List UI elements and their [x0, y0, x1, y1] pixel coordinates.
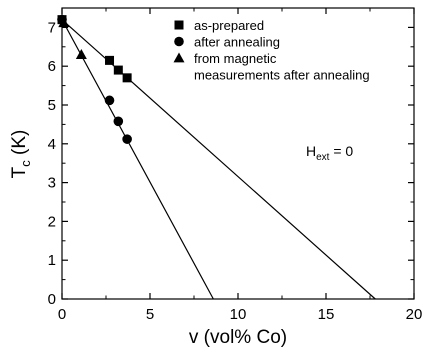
y-tick-label: 3 — [48, 175, 56, 192]
x-axis-title: v (vol% Co) — [189, 327, 287, 348]
legend-marker-triangle — [173, 52, 185, 63]
data-point-circle — [113, 116, 124, 127]
legend-label: as-prepared — [194, 18, 264, 33]
y-tick-label: 2 — [48, 213, 56, 230]
legend-label: after annealing — [194, 35, 280, 50]
y-axis-title-main: T — [9, 166, 30, 178]
data-point-triangle — [75, 49, 87, 59]
y-tick-label: 5 — [48, 97, 56, 114]
y-axis-title: Tc (K) — [9, 130, 33, 179]
legend-marker-circle — [174, 36, 184, 47]
data-point-circle — [122, 134, 132, 144]
data-point-square — [105, 55, 115, 65]
data-point-square — [122, 73, 132, 83]
data-markers — [57, 14, 132, 144]
x-axis-ticks: 0 5 10 15 20 — [58, 8, 423, 323]
field-annotation: Hext = 0 — [306, 143, 353, 163]
annotation-sub: ext — [316, 152, 330, 163]
legend-label: measurements after annealing — [194, 68, 370, 83]
annotation-rest: = 0 — [329, 143, 353, 159]
y-tick-label: 7 — [48, 19, 56, 36]
data-point-circle — [104, 95, 115, 106]
plot-area: 0 5 10 15 20 0 1 2 3 4 5 6 7 — [48, 7, 423, 323]
annotation-main: H — [306, 143, 316, 159]
x-tick-label: 5 — [146, 306, 154, 323]
y-tick-label: 1 — [48, 252, 56, 269]
x-tick-label: 20 — [406, 306, 423, 323]
y-axis-title-sub: c — [18, 160, 33, 167]
y-tick-label: 0 — [48, 291, 56, 308]
x-tick-label: 15 — [318, 306, 335, 323]
fit-line — [61, 19, 214, 300]
y-tick-label: 4 — [48, 136, 56, 153]
legend-marker-square — [174, 20, 184, 30]
y-tick-label: 6 — [48, 58, 56, 75]
legend-label: from magnetic — [194, 51, 277, 66]
data-point-triangle — [58, 17, 70, 28]
x-tick-label: 0 — [58, 306, 66, 323]
y-axis-title-unit: (K) — [9, 130, 30, 161]
x-tick-label: 10 — [230, 306, 247, 323]
y-axis-ticks: 0 1 2 3 4 5 6 7 — [48, 7, 414, 308]
data-point-square — [113, 65, 123, 75]
